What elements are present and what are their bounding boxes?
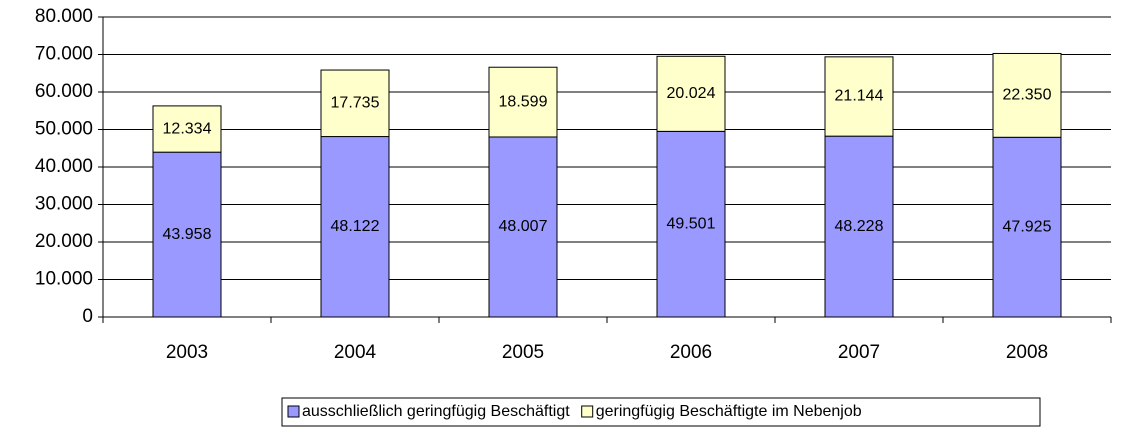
bar-segment — [488, 136, 558, 318]
bar-segment — [320, 136, 390, 318]
bar-segment — [152, 151, 222, 318]
bar-segment — [824, 56, 894, 137]
y-tick-label: 80.000 — [35, 6, 93, 27]
value-label: 48.228 — [835, 218, 884, 235]
bar-segment — [320, 69, 390, 138]
value-label: 21.144 — [835, 88, 884, 105]
y-tick-label: 20.000 — [35, 231, 93, 252]
bar-segment — [152, 105, 222, 153]
value-label: 43.958 — [163, 226, 212, 243]
y-tick-label: 0 — [82, 306, 93, 327]
value-label: 22.350 — [1003, 87, 1052, 104]
value-label: 17.735 — [331, 95, 380, 112]
bar-segment — [992, 136, 1062, 318]
x-tick-label: 2005 — [502, 342, 544, 363]
value-label: 48.007 — [499, 218, 548, 235]
value-label: 49.501 — [667, 215, 716, 232]
value-label: 12.334 — [163, 120, 212, 137]
bar-segment — [992, 52, 1062, 138]
x-tick-label: 2003 — [166, 342, 208, 363]
x-tick-label: 2008 — [1006, 342, 1048, 363]
bar-segment — [824, 135, 894, 318]
y-tick-label: 50.000 — [35, 119, 93, 140]
y-tick-label: 40.000 — [35, 156, 93, 177]
legend-swatch — [581, 405, 594, 418]
value-label: 18.599 — [499, 93, 548, 110]
y-tick-label: 70.000 — [35, 44, 93, 65]
value-label: 48.122 — [331, 218, 380, 235]
legend-label: ausschließlich geringfügig Beschäftigt — [302, 403, 570, 420]
legend-box — [281, 397, 1041, 427]
y-tick-label: 60.000 — [35, 81, 93, 102]
bar-segment — [656, 130, 726, 318]
value-label: 20.024 — [667, 85, 716, 102]
y-tick-label: 30.000 — [35, 194, 93, 215]
legend-swatch — [287, 405, 300, 418]
bar-segment — [488, 66, 558, 138]
y-tick-label: 10.000 — [35, 269, 93, 290]
legend-label: geringfügig Beschäftigte im Nebenjob — [596, 403, 862, 420]
x-tick-label: 2007 — [838, 342, 880, 363]
bar-segment — [656, 55, 726, 132]
x-tick-label: 2006 — [670, 342, 712, 363]
value-label: 47.925 — [1003, 218, 1052, 235]
x-tick-label: 2004 — [334, 342, 377, 363]
